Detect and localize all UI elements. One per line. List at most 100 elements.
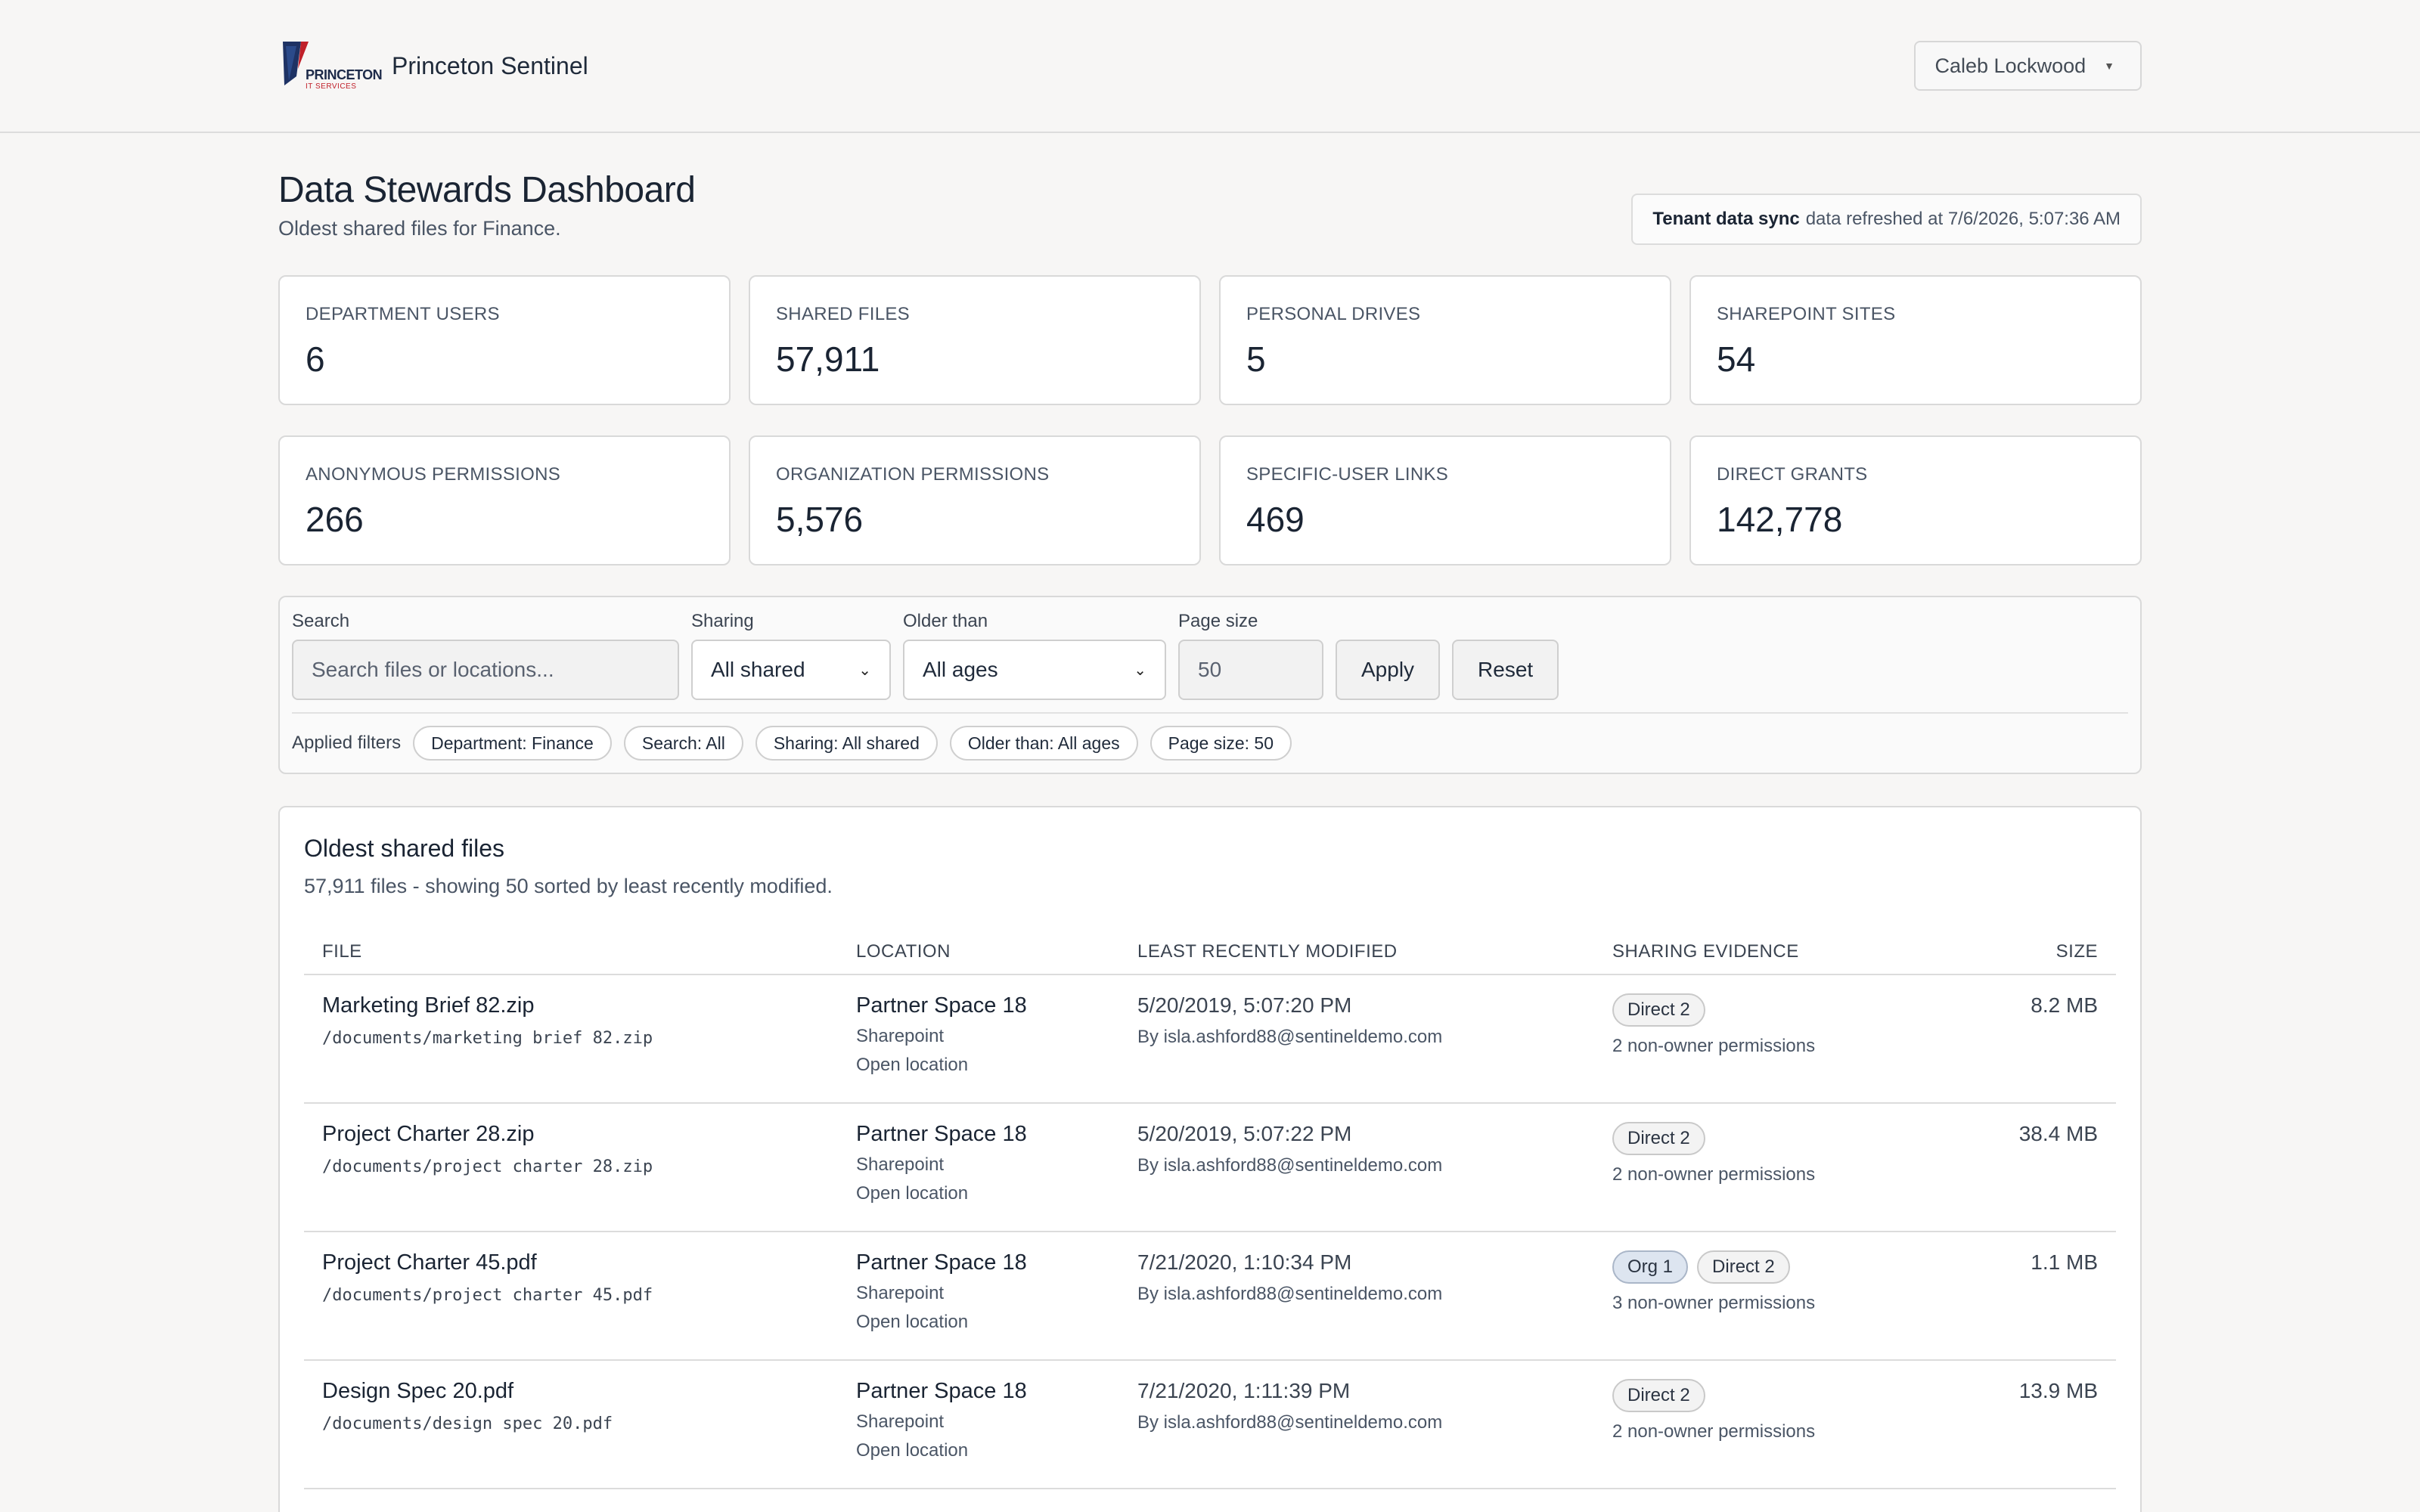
stat-label: PERSONAL DRIVES (1246, 304, 1421, 324)
modified-date: 7/21/2020, 1:11:39 PM (1137, 1379, 1351, 1402)
open-location-link[interactable]: Open location (856, 1055, 969, 1075)
permission-count: 2 non-owner permissions (1612, 1036, 1816, 1056)
apply-button[interactable]: Apply (1336, 640, 1441, 700)
panel-title: Oldest shared files (304, 835, 505, 862)
logo-subtext: IT SERVICES (306, 82, 357, 91)
stat-value: 142,778 (1717, 500, 1843, 539)
sharing-badges: Direct 2 (1612, 1379, 1977, 1412)
location-type: Sharepoint (856, 1026, 945, 1046)
sharing-value: All shared (711, 658, 805, 681)
stat-card: ANONYMOUS PERMISSIONS 266 (278, 435, 731, 565)
stat-card: SHARED FILES 57,911 (749, 275, 1201, 405)
file-size: 13.9 MB (2018, 1379, 2098, 1402)
chevron-down-icon: ⌄ (1134, 662, 1146, 679)
chevron-down-icon: ⌄ (858, 662, 871, 679)
open-location-link[interactable]: Open location (856, 1312, 969, 1332)
file-name[interactable]: Project Charter 45.pdf (322, 1250, 537, 1275)
main-content: Data Stewards Dashboard Oldest shared fi… (0, 169, 2420, 1512)
permission-count: 2 non-owner permissions (1612, 1421, 1816, 1442)
older-than-select[interactable]: All ages ⌄ (903, 640, 1166, 700)
modified-by: By isla.ashford88@sentineldemo.com (1137, 1284, 1443, 1304)
location-type: Sharepoint (856, 1154, 945, 1175)
modified-date: 5/20/2019, 5:07:22 PM (1137, 1122, 1352, 1145)
stat-value: 57,911 (776, 339, 880, 379)
column-header-file[interactable]: FILE (322, 941, 362, 962)
location-name: Partner Space 18 (856, 993, 1027, 1018)
older-than-value: All ages (923, 658, 998, 681)
stat-value: 469 (1246, 500, 1305, 539)
filter-chip[interactable]: Older than: All ages (949, 726, 1138, 761)
modified-by: By isla.ashford88@sentineldemo.com (1137, 1027, 1443, 1047)
stat-label: SHAREPOINT SITES (1717, 304, 1896, 324)
location-type: Sharepoint (856, 1411, 945, 1432)
files-table: FILE LOCATION LEAST RECENTLY MODIFIED SH… (304, 930, 2116, 1489)
brand[interactable]: PRINCETON IT SERVICES Princeton Sentinel (278, 39, 588, 93)
open-location-link[interactable]: Open location (856, 1440, 969, 1461)
stat-value: 6 (306, 339, 325, 379)
shield-logo-icon (283, 42, 309, 85)
page-subtitle: Oldest shared files for Finance. (278, 217, 561, 240)
file-size: 38.4 MB (2018, 1122, 2098, 1145)
sharing-badges: Direct 2 (1612, 1122, 1977, 1155)
file-name[interactable]: Project Charter 28.zip (322, 1122, 535, 1146)
permission-count: 3 non-owner permissions (1612, 1293, 1816, 1313)
user-menu-button[interactable]: Caleb Lockwood ▼ (1913, 41, 2142, 91)
modified-date: 5/20/2019, 5:07:20 PM (1137, 993, 1352, 1017)
stat-card: DEPARTMENT USERS 6 (278, 275, 731, 405)
file-path: /documents/project charter 28.zip (322, 1157, 653, 1176)
stats-grid: DEPARTMENT USERS 6 SHARED FILES 57,911 PER… (278, 275, 2142, 565)
sharing-badge: Direct 2 (1612, 1122, 1705, 1155)
table-row[interactable]: Project Charter 28.zip/documents/project… (304, 1104, 2116, 1232)
sharing-badge: Org 1 (1612, 1250, 1689, 1284)
column-header-sharing[interactable]: SHARING EVIDENCE (1612, 941, 1799, 962)
page-size-label: Page size (1178, 611, 1258, 631)
filter-chip[interactable]: Sharing: All shared (755, 726, 938, 761)
princeton-logo: PRINCETON IT SERVICES (278, 39, 383, 93)
table-row[interactable]: Design Spec 20.pdf/documents/design spec… (304, 1361, 2116, 1489)
stat-value: 5 (1246, 339, 1266, 379)
column-header-modified[interactable]: LEAST RECENTLY MODIFIED (1137, 941, 1398, 962)
page-title: Data Stewards Dashboard (278, 170, 696, 210)
stat-label: ORGANIZATION PERMISSIONS (776, 464, 1050, 485)
search-input[interactable]: Search files or locations... (292, 640, 679, 700)
location-type: Sharepoint (856, 1283, 945, 1303)
filter-chip[interactable]: Page size: 50 (1150, 726, 1292, 761)
modified-by: By isla.ashford88@sentineldemo.com (1137, 1412, 1443, 1433)
reset-button[interactable]: Reset (1452, 640, 1559, 700)
location-name: Partner Space 18 (856, 1122, 1027, 1146)
filter-chip[interactable]: Search: All (623, 726, 743, 761)
sharing-badge: Direct 2 (1612, 1379, 1705, 1412)
page-size-field: Page size 50 (1178, 611, 1323, 700)
page-size-input[interactable]: 50 (1178, 640, 1323, 700)
table-header: FILE LOCATION LEAST RECENTLY MODIFIED SH… (304, 930, 2116, 975)
panel-summary: 57,911 files - showing 50 sorted by leas… (304, 875, 833, 897)
file-name[interactable]: Design Spec 20.pdf (322, 1379, 514, 1403)
table-row[interactable]: Marketing Brief 82.zip/documents/marketi… (304, 975, 2116, 1104)
file-size: 8.2 MB (2031, 993, 2098, 1017)
filter-chip[interactable]: Department: Finance (413, 726, 612, 761)
sharing-badge: Direct 2 (1612, 993, 1705, 1027)
column-header-size[interactable]: SIZE (2055, 941, 2098, 962)
stat-card: SPECIFIC-USER LINKS 469 (1219, 435, 1671, 565)
permission-count: 2 non-owner permissions (1612, 1164, 1816, 1185)
table-row[interactable]: Project Charter 45.pdf/documents/project… (304, 1232, 2116, 1361)
user-name: Caleb Lockwood (1934, 54, 2086, 77)
sharing-field: Sharing All shared ⌄ (691, 611, 891, 700)
applied-filters: Applied filters Department: Finance Sear… (292, 712, 2128, 761)
modified-by: By isla.ashford88@sentineldemo.com (1137, 1155, 1443, 1176)
open-location-link[interactable]: Open location (856, 1183, 969, 1204)
oldest-files-panel: Oldest shared files 57,911 files - showi… (278, 806, 2142, 1512)
stat-label: SHARED FILES (776, 304, 910, 324)
file-name[interactable]: Marketing Brief 82.zip (322, 993, 535, 1018)
stat-label: SPECIFIC-USER LINKS (1246, 464, 1449, 485)
sharing-select[interactable]: All shared ⌄ (691, 640, 891, 700)
title-row: Data Stewards Dashboard Oldest shared fi… (278, 169, 2142, 245)
stat-card: PERSONAL DRIVES 5 (1219, 275, 1671, 405)
top-bar: PRINCETON IT SERVICES Princeton Sentinel… (0, 0, 2420, 133)
sync-status: Tenant data sync data refreshed at 7/6/2… (1631, 194, 2142, 245)
stat-value: 5,576 (776, 500, 864, 539)
app-name: Princeton Sentinel (392, 51, 588, 79)
column-header-location[interactable]: LOCATION (856, 941, 951, 962)
search-label: Search (292, 611, 350, 631)
applied-filters-label: Applied filters (292, 733, 402, 753)
